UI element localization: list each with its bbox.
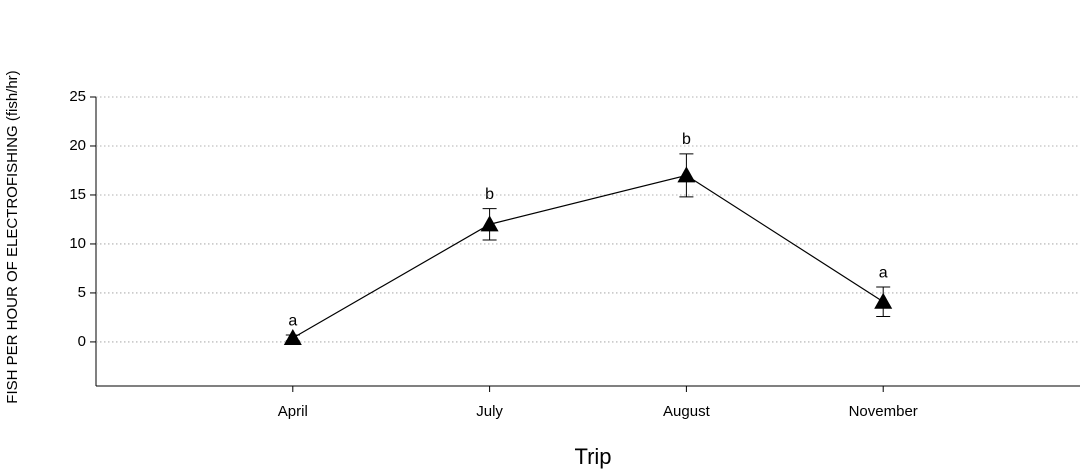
marker: [677, 166, 696, 183]
marker: [874, 292, 893, 309]
annotation: b: [485, 186, 494, 203]
y-tick-label: 25: [69, 88, 86, 105]
y-axis-label: FISH PER HOUR OF ELECTROFISHING (fish/hr…: [4, 70, 21, 403]
x-tick-label: August: [663, 403, 711, 420]
x-tick-label: July: [476, 403, 503, 420]
y-tick-label: 15: [69, 186, 86, 203]
annotation: b: [682, 131, 691, 148]
y-tick-label: 0: [78, 333, 86, 350]
series-line: [292, 174, 884, 339]
y-tick-label: 20: [69, 137, 86, 154]
marker: [283, 328, 302, 345]
y-tick-label: 10: [69, 235, 86, 252]
annotation: a: [288, 312, 297, 329]
x-tick-label: November: [849, 403, 918, 420]
marker: [480, 215, 499, 232]
annotation: a: [879, 264, 888, 281]
y-tick-label: 5: [78, 284, 86, 301]
x-tick-label: April: [278, 403, 308, 420]
x-axis-label: Trip: [574, 444, 611, 469]
